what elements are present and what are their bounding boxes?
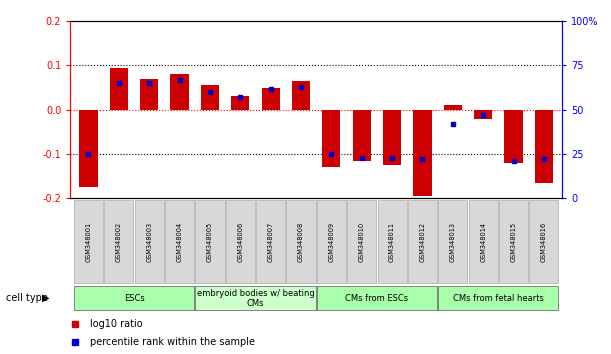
Text: ESCs: ESCs [123,294,144,303]
Bar [110,68,128,110]
Bar [231,97,249,110]
Bar [414,110,431,196]
Text: GSM348013: GSM348013 [450,222,456,262]
Text: GSM348004: GSM348004 [177,222,183,262]
Text: percentile rank within the sample: percentile rank within the sample [90,337,255,347]
FancyBboxPatch shape [196,286,316,310]
Bar [353,110,371,161]
Bar [383,110,401,165]
Bar [140,79,158,110]
FancyBboxPatch shape [134,200,164,283]
Text: GSM348006: GSM348006 [237,222,243,262]
Text: CMs from fetal hearts: CMs from fetal hearts [453,294,544,303]
Text: GSM348015: GSM348015 [511,222,516,262]
Bar [201,85,219,110]
Text: GSM348002: GSM348002 [116,222,122,262]
Bar [79,110,98,187]
FancyBboxPatch shape [499,200,528,283]
Text: CMs from ESCs: CMs from ESCs [345,294,409,303]
FancyBboxPatch shape [165,200,194,283]
FancyBboxPatch shape [316,286,437,310]
FancyBboxPatch shape [287,200,316,283]
FancyBboxPatch shape [438,200,467,283]
FancyBboxPatch shape [104,200,133,283]
FancyBboxPatch shape [408,200,437,283]
Text: GSM348016: GSM348016 [541,222,547,262]
FancyBboxPatch shape [256,200,285,283]
Bar [170,74,189,110]
FancyBboxPatch shape [74,200,103,283]
Text: embryoid bodies w/ beating
CMs: embryoid bodies w/ beating CMs [197,289,314,308]
FancyBboxPatch shape [438,286,558,310]
Bar [535,110,553,183]
Text: ▶: ▶ [42,293,49,303]
Text: GSM348003: GSM348003 [146,222,152,262]
FancyBboxPatch shape [74,286,194,310]
Text: log10 ratio: log10 ratio [90,319,142,329]
FancyBboxPatch shape [378,200,407,283]
FancyBboxPatch shape [469,200,498,283]
Text: GSM348011: GSM348011 [389,222,395,262]
Bar [474,110,492,119]
Bar [262,88,280,110]
Text: cell type: cell type [6,293,48,303]
FancyBboxPatch shape [347,200,376,283]
Text: GSM348005: GSM348005 [207,222,213,262]
FancyBboxPatch shape [196,200,224,283]
FancyBboxPatch shape [529,200,558,283]
Text: GSM348008: GSM348008 [298,222,304,262]
Bar [505,110,522,163]
FancyBboxPatch shape [316,200,346,283]
FancyBboxPatch shape [225,200,255,283]
Text: GSM348010: GSM348010 [359,222,365,262]
Text: GSM348012: GSM348012 [420,222,425,262]
Bar [444,105,462,110]
Bar [292,81,310,110]
Text: GSM348001: GSM348001 [86,222,92,262]
Text: GSM348007: GSM348007 [268,222,274,262]
Text: GSM348014: GSM348014 [480,222,486,262]
Text: GSM348009: GSM348009 [328,222,334,262]
Bar [322,110,340,167]
